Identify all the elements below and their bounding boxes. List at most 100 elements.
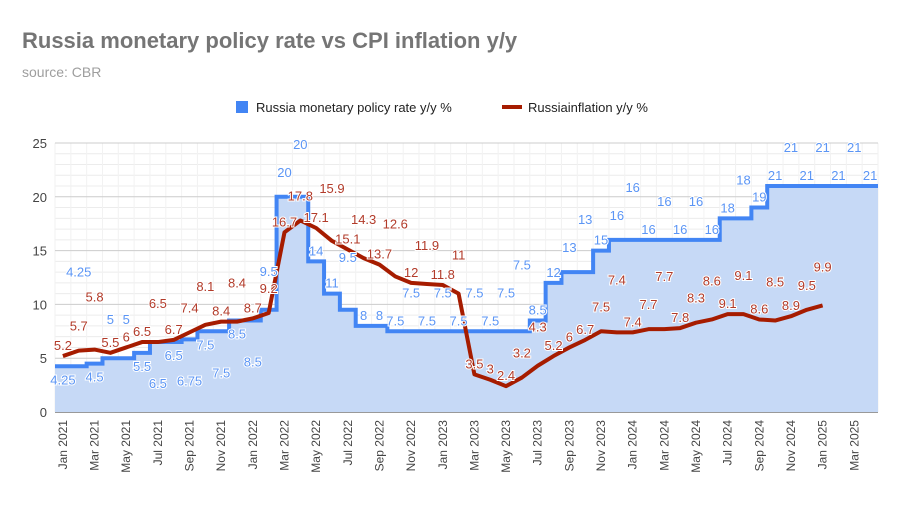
policy-rate-data-label: 20 [293,137,307,152]
x-tick-label: Jul 2022 [341,420,355,466]
x-tick-label: Nov 2021 [214,420,228,472]
policy-rate-data-label: 7.5 [386,313,404,328]
policy-rate-data-label: 9.5 [260,264,278,279]
inflation-data-label: 12.6 [383,216,408,231]
inflation-data-label: 7.4 [608,272,626,287]
y-tick-label: 5 [40,351,47,366]
policy-rate-data-label: 21 [784,140,798,155]
policy-rate-data-label: 7.5 [402,285,420,300]
policy-rate-data-label: 20 [277,165,291,180]
inflation-data-label: 8.4 [212,304,230,319]
y-tick-label: 10 [33,297,47,312]
inflation-data-label: 8.6 [703,273,721,288]
x-tick-label: Mar 2022 [277,420,291,471]
inflation-data-label: 7.4 [180,300,198,315]
legend-label-inflation: Russiainflation y/y % [528,100,648,115]
policy-rate-data-label: 5.5 [133,359,151,374]
inflation-data-label: 5.2 [545,338,563,353]
policy-rate-data-label: 5 [123,312,130,327]
x-tick-label: Sep 2024 [752,420,766,472]
policy-rate-data-label: 21 [847,140,861,155]
inflation-data-label: 9.2 [260,281,278,296]
inflation-data-label: 7.5 [592,299,610,314]
inflation-data-label: 9.1 [719,296,737,311]
legend-label-policy-rate: Russia monetary policy rate y/y % [256,100,452,115]
inflation-data-label: 11 [452,248,466,263]
policy-rate-data-label: 9.5 [339,250,357,265]
x-tick-label: Sep 2022 [372,420,386,472]
x-tick-label: Mar 2021 [88,420,102,471]
inflation-data-label: 5.5 [101,335,119,350]
inflation-data-label: 6.5 [133,324,151,339]
policy-rate-data-label: 16 [641,222,655,237]
x-tick-label: May 2024 [689,420,703,473]
inflation-data-label: 2.4 [497,368,515,383]
policy-rate-data-label: 8.5 [244,355,262,370]
inflation-data-label: 8.1 [196,279,214,294]
policy-rate-data-label: 7.5 [196,337,214,352]
inflation-data-label: 14.3 [351,212,376,227]
x-tick-label: Jan 2025 [816,420,830,470]
policy-rate-data-label: 16 [705,222,719,237]
inflation-data-label: 5.2 [54,338,72,353]
policy-rate-data-label: 16 [657,194,671,209]
policy-rate-data-label: 7.5 [434,285,452,300]
inflation-data-label: 8.9 [782,298,800,313]
policy-rate-data-label: 16 [625,180,639,195]
inflation-data-label: 3 [487,362,494,377]
x-tick-label: Sep 2021 [183,420,197,472]
x-tick-label: Mar 2024 [657,420,671,471]
policy-rate-data-label: 21 [815,140,829,155]
policy-rate-data-label: 7.5 [481,313,499,328]
policy-rate-data-label: 21 [768,168,782,183]
x-tick-label: Nov 2022 [404,420,418,472]
policy-rate-data-label: 4.25 [66,264,91,279]
inflation-data-label: 6 [123,329,130,344]
policy-rate-data-label: 4.5 [86,370,104,385]
policy-rate-data-label: 15 [594,233,608,248]
policy-rate-data-label: 7.5 [212,365,230,380]
inflation-data-label: 13.7 [367,247,392,262]
x-tick-label: Jan 2021 [56,420,70,470]
chart-subtitle: source: CBR [22,64,102,80]
policy-rate-area [55,186,878,412]
inflation-data-label: 12 [404,265,418,280]
x-tick-label: Jul 2024 [721,420,735,466]
policy-rate-step-line [55,184,878,369]
policy-rate-data-label: 11 [325,276,339,291]
policy-rate-data-label: 19 [752,190,766,205]
y-tick-label: 0 [40,405,47,420]
inflation-data-label: 6.7 [165,322,183,337]
inflation-data-label: 7.7 [655,269,673,284]
policy-rate-data-label: 18 [736,172,750,187]
x-tick-label: Jan 2022 [246,420,260,470]
inflation-data-label: 11.8 [431,267,455,282]
inflation-data-label: 8.7 [244,300,262,315]
x-tick-label: Mar 2023 [467,420,481,471]
policy-rate-data-label: 8.5 [529,303,547,318]
inflation-data-label: 5.8 [86,290,104,305]
policy-rate-data-label: 5 [107,312,114,327]
y-tick-label: 15 [33,244,47,259]
x-tick-label: Mar 2025 [847,420,861,471]
x-tick-label: Jan 2024 [626,420,640,470]
inflation-data-label: 15.1 [335,232,360,247]
x-tick-label: Jul 2023 [531,420,545,466]
inflation-data-label: 6 [566,329,573,344]
inflation-data-label: 7.8 [671,310,689,325]
inflation-data-label: 3.5 [465,356,483,371]
inflation-data-label: 17.8 [288,188,313,203]
policy-rate-data-label: 16 [689,194,703,209]
inflation-data-label: 7.7 [639,297,657,312]
inflation-data-label: 11.9 [415,238,439,253]
policy-rate-data-label: 8 [376,308,383,323]
inflation-data-label: 7.4 [624,314,642,329]
policy-rate-data-label: 7.5 [465,285,483,300]
policy-rate-data-label: 16 [673,222,687,237]
inflation-data-label: 6.5 [149,296,167,311]
legend-swatch-policy-rate [236,101,248,113]
inflation-data-label: 8.6 [750,301,768,316]
inflation-data-label: 4.3 [529,320,547,335]
policy-rate-data-label: 7.5 [418,313,436,328]
